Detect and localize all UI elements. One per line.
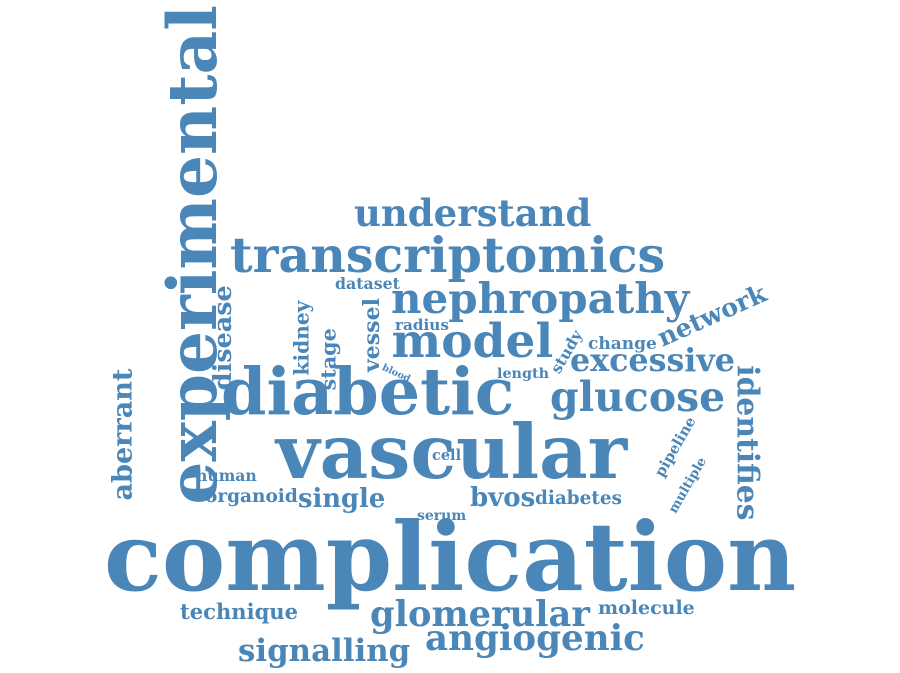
- word-single: single: [298, 484, 386, 514]
- word-technique: technique: [180, 598, 299, 624]
- word-diabetic: diabetic: [221, 354, 515, 430]
- word-organoid: organoid: [205, 486, 298, 507]
- word-cell: cell: [432, 446, 462, 464]
- word-identifies: identifies: [729, 364, 765, 521]
- word-excessive: excessive: [570, 341, 735, 379]
- word-molecule: molecule: [598, 596, 695, 619]
- word-aberrant: aberrant: [106, 368, 138, 500]
- word-radius: radius: [395, 315, 449, 334]
- word-complication: complication: [104, 502, 797, 613]
- word-length: length: [497, 365, 550, 382]
- word-experimental: experimental: [151, 4, 232, 505]
- word-glucose: glucose: [550, 373, 726, 421]
- word-bvos: bvos: [470, 483, 536, 513]
- word-disease: disease: [207, 285, 238, 391]
- word-understand: understand: [354, 191, 592, 235]
- word-serum: serum: [417, 508, 467, 524]
- word-diabetes: diabetes: [535, 488, 622, 509]
- word-dataset: dataset: [335, 274, 400, 293]
- word-change: change: [588, 334, 657, 354]
- word-signalling: signalling: [238, 632, 411, 669]
- word-kidney: kidney: [288, 300, 313, 375]
- word-stage: stage: [316, 327, 341, 390]
- word-model: model: [391, 314, 554, 369]
- word-vessel: vessel: [358, 297, 385, 373]
- word-vascular: vascular: [276, 408, 628, 496]
- word-human: human: [196, 466, 257, 485]
- word-glomerular: glomerular: [370, 593, 590, 635]
- word-nephropathy: nephropathy: [391, 274, 690, 323]
- word-transcriptomics: transcriptomics: [230, 225, 666, 284]
- word-angiogenic: angiogenic: [425, 618, 645, 659]
